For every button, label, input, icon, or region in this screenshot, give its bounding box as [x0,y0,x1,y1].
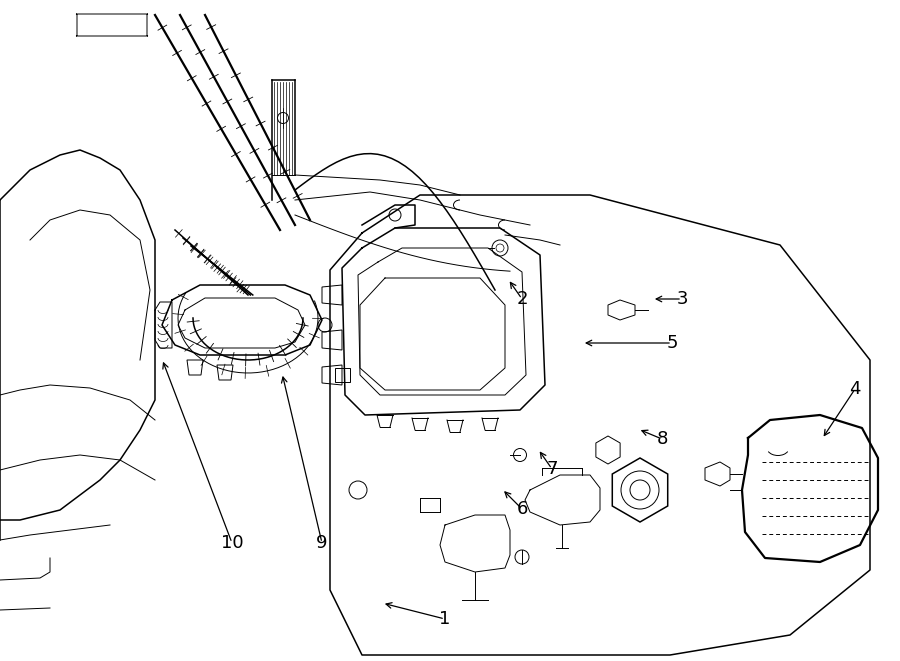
Text: 1: 1 [439,610,451,628]
Text: 10: 10 [220,534,243,552]
Text: 9: 9 [316,534,328,552]
Text: 5: 5 [666,334,678,352]
Text: 2: 2 [517,290,527,308]
Text: 3: 3 [676,290,688,308]
Text: 6: 6 [517,500,527,518]
Text: 8: 8 [656,430,668,448]
Text: 4: 4 [850,380,860,398]
Text: 7: 7 [546,460,558,478]
